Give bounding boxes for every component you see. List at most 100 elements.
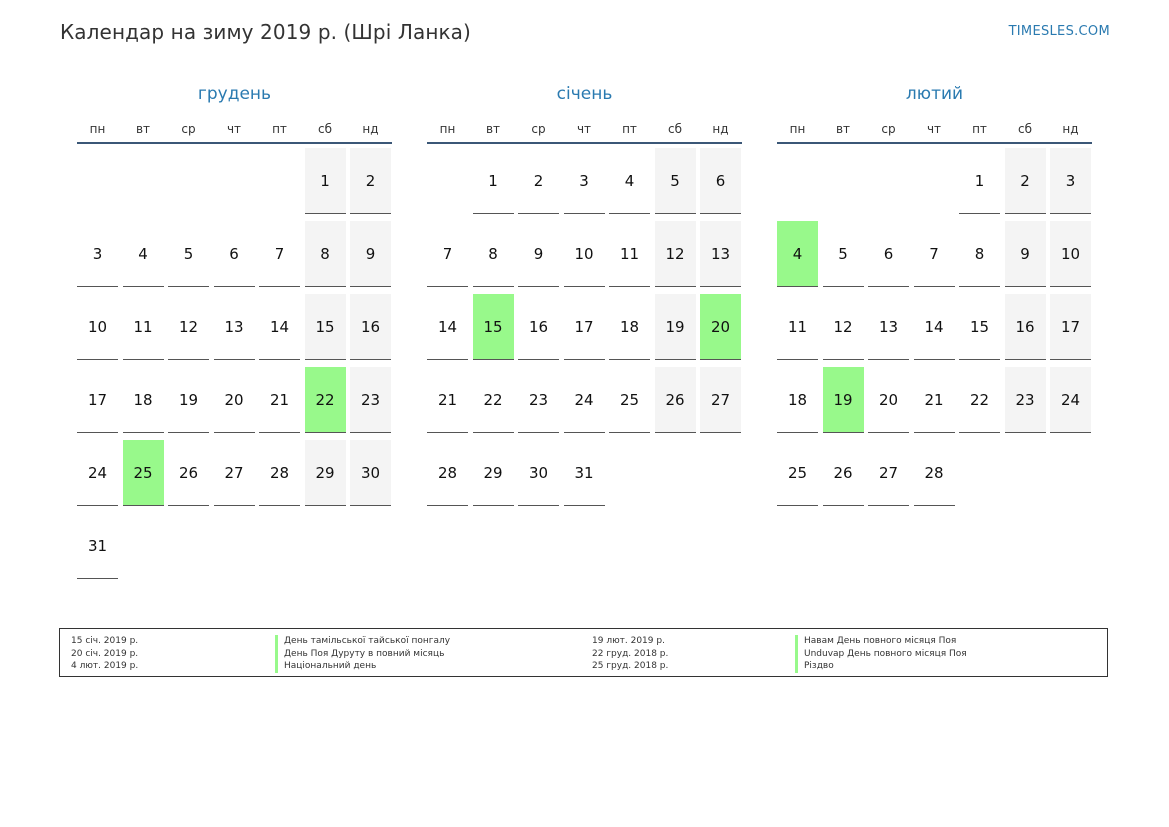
weekday-header: пн вт ср чт пт сб нд (777, 118, 1092, 144)
day-cell: 6 (868, 221, 909, 287)
day-cell: 17 (563, 294, 605, 360)
day-cell: 26 (822, 440, 864, 506)
day-cell: 24 (563, 367, 605, 433)
weekday-label: пт (272, 122, 287, 136)
day-cell: 10 (77, 294, 118, 360)
weekday-label: чт (226, 122, 242, 136)
day-cell: 31 (563, 440, 605, 506)
day-cell: 27 (700, 367, 741, 433)
day-cell: 24 (1050, 367, 1091, 433)
weekday-label: нд (1062, 122, 1079, 136)
empty-cell (259, 148, 300, 214)
legend-holiday-name: Unduvap День повного місяця Поя (795, 647, 967, 660)
day-cell: 12 (654, 221, 696, 287)
day-cell: 11 (122, 294, 164, 360)
day-cell: 9 (1004, 221, 1046, 287)
holiday-day-cell: 4 (777, 221, 818, 287)
weekday-label: пт (972, 122, 987, 136)
weekday-label: пн (89, 122, 106, 136)
holiday-legend: 15 січ. 2019 р. 20 січ. 2019 р. 4 лют. 2… (59, 628, 1108, 677)
month-name: січень (556, 84, 613, 104)
day-cell: 15 (304, 294, 346, 360)
day-cell: 11 (777, 294, 818, 360)
day-cell: 4 (609, 148, 650, 214)
day-cell: 20 (213, 367, 255, 433)
day-cell: 11 (609, 221, 650, 287)
page-title: Календар на зиму 2019 р. (Шрі Ланка) (60, 20, 471, 44)
day-cell: 7 (913, 221, 955, 287)
day-cell: 3 (563, 148, 605, 214)
day-cell: 19 (654, 294, 696, 360)
day-cell: 23 (350, 367, 391, 433)
day-cell: 31 (77, 513, 118, 579)
empty-cell (777, 148, 818, 214)
legend-date: 4 лют. 2019 р. (71, 661, 139, 671)
day-cell: 12 (168, 294, 209, 360)
day-cell: 5 (654, 148, 696, 214)
day-cell: 26 (654, 367, 696, 433)
day-cell: 5 (822, 221, 864, 287)
day-cell: 17 (1050, 294, 1091, 360)
weekday-label: чт (576, 122, 592, 136)
day-cell: 10 (1050, 221, 1091, 287)
day-cell: 23 (1004, 367, 1046, 433)
days-grid: 1 2 3 4 5 6 7 8 9 10 11 12 13 14 15 16 17 18 19 20 21 22 23 24 2… (77, 148, 392, 579)
weekday-label: вт (135, 122, 151, 136)
day-cell: 30 (518, 440, 559, 506)
month-february: лютий пн вт ср чт пт сб нд 1 2 3 4 5 6 7 8 9 10 11 12 13 14… (777, 84, 1092, 506)
day-cell: 2 (518, 148, 559, 214)
empty-cell (168, 148, 209, 214)
day-cell: 10 (563, 221, 605, 287)
weekday-label: сб (668, 122, 682, 136)
day-cell: 3 (1050, 148, 1091, 214)
month-january: січень пн вт ср чт пт сб нд 1 2 3 4 5 6 7 8 9 10 11 12 13 1… (427, 84, 742, 506)
day-cell: 5 (168, 221, 209, 287)
legend-holiday-name: День тамільської тайської понгалу (275, 635, 450, 648)
day-cell: 13 (213, 294, 255, 360)
month-name: грудень (197, 84, 272, 104)
day-cell: 8 (959, 221, 1000, 287)
day-cell: 6 (700, 148, 741, 214)
weekday-label: вт (835, 122, 851, 136)
legend-holiday-name: Навам День повного місяця Поя (795, 635, 967, 648)
day-cell: 28 (259, 440, 300, 506)
day-cell: 24 (77, 440, 118, 506)
days-grid: 1 2 3 4 5 6 7 8 9 10 11 12 13 14 15 16 17 18 19 20 21 22 23 24 2… (427, 148, 742, 506)
day-cell: 28 (913, 440, 955, 506)
day-cell: 1 (304, 148, 346, 214)
weekday-label: сб (1018, 122, 1032, 136)
empty-cell (214, 148, 255, 214)
day-cell: 25 (609, 367, 650, 433)
day-cell: 21 (913, 367, 955, 433)
empty-cell (823, 148, 864, 214)
day-cell: 2 (1004, 148, 1046, 214)
weekday-label: ср (531, 122, 546, 136)
day-cell: 22 (959, 367, 1000, 433)
weekday-label: пн (789, 122, 806, 136)
day-cell: 18 (777, 367, 818, 433)
legend-date: 20 січ. 2019 р. (71, 648, 139, 659)
legend-dates-right: 19 лют. 2019 р. 22 груд. 2018 р. 25 груд… (592, 635, 668, 673)
empty-cell (427, 148, 468, 214)
day-cell: 20 (868, 367, 909, 433)
day-cell: 23 (518, 367, 559, 433)
day-cell: 7 (259, 221, 300, 287)
days-grid: 1 2 3 4 5 6 7 8 9 10 11 12 13 14 15 16 17 18 19 20 21 22 23 24 2… (777, 148, 1092, 506)
weekday-label: вт (485, 122, 501, 136)
day-cell: 12 (822, 294, 864, 360)
day-cell: 14 (259, 294, 300, 360)
weekday-label: ср (181, 122, 196, 136)
weekday-label: нд (362, 122, 379, 136)
legend-names-right: Навам День повного місяця Поя Unduvap Де… (795, 635, 967, 673)
weekday-label: ср (881, 122, 896, 136)
holiday-day-cell: 20 (700, 294, 741, 360)
weekday-label: нд (712, 122, 729, 136)
day-cell: 28 (427, 440, 468, 506)
legend-names-left: День тамільської тайської понгалу День П… (275, 635, 450, 673)
day-cell: 29 (304, 440, 346, 506)
day-cell: 2 (350, 148, 391, 214)
site-link[interactable]: TIMESLES.COM (1008, 24, 1110, 39)
legend-date: 19 лют. 2019 р. (592, 636, 665, 646)
day-cell: 30 (350, 440, 391, 506)
weekday-header: пн вт ср чт пт сб нд (77, 118, 392, 144)
